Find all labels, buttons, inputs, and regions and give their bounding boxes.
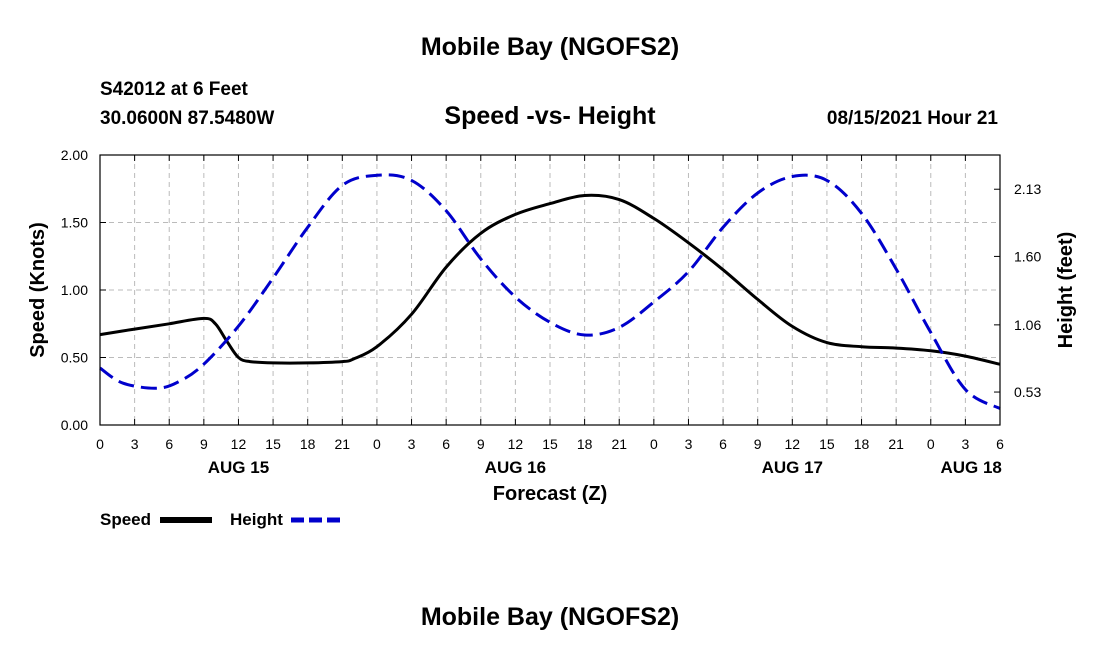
x-day-label: AUG 16 [485,458,546,477]
legend: Speed Height [100,510,343,529]
x-tick-label: 18 [577,436,593,452]
x-tick-label: 9 [200,436,208,452]
x-tick-label: 21 [888,436,904,452]
x-day-label: AUG 17 [762,458,823,477]
x-tick-label: 6 [996,436,1004,452]
footer-title: Mobile Bay (NGOFS2) [421,603,679,631]
y2-tick-label: 0.53 [1014,384,1041,400]
x-tick-label: 9 [477,436,485,452]
x-tick-label: 18 [854,436,870,452]
y-tick-label: 2.00 [61,147,88,163]
x-tick-label: 0 [96,436,104,452]
x-day-label: AUG 15 [208,458,269,477]
x-tick-label: 3 [131,436,139,452]
x-tick-label: 12 [785,436,801,452]
x-tick-label: 15 [542,436,558,452]
station-label: S42012 at 6 Feet [100,79,249,100]
y2-tick-label: 2.13 [1014,181,1041,197]
y-tick-label: 0.00 [61,417,88,433]
x-tick-label: 0 [650,436,658,452]
x-tick-label: 6 [165,436,173,452]
y2-tick-label: 1.60 [1014,248,1041,264]
y-tick-label: 0.50 [61,350,88,366]
y-axis-label: Speed (Knots) [27,222,49,358]
x-tick-label: 0 [373,436,381,452]
x-tick-label: 18 [300,436,316,452]
datetime-label: 08/15/2021 Hour 21 [827,108,999,129]
x-axis-label: Forecast (Z) [493,483,607,505]
x-tick-label: 12 [508,436,524,452]
x-tick-label: 15 [265,436,281,452]
x-tick-label: 0 [927,436,935,452]
grid [100,155,1000,425]
legend-label-height: Height [230,510,283,529]
x-tick-label: 3 [685,436,693,452]
x-tick-label: 21 [611,436,627,452]
y2-axis-label: Height (feet) [1055,232,1077,349]
x-tick-label: 6 [442,436,450,452]
x-tick-label: 9 [754,436,762,452]
x-tick-label: 3 [408,436,416,452]
x-tick-label: 6 [719,436,727,452]
x-day-label: AUG 18 [940,458,1001,477]
y-tick-label: 1.50 [61,215,88,231]
legend-label-speed: Speed [100,510,151,529]
x-tick-label: 3 [961,436,969,452]
x-tick-label: 21 [335,436,351,452]
main-title: Mobile Bay (NGOFS2) [421,33,679,61]
y-tick-label: 1.00 [61,282,88,298]
x-tick-label: 15 [819,436,835,452]
series-layer [99,173,1001,410]
ticks: 0 3 6 9 12 15 18 21 0 3 6 9 12 15 18 21 0 3 6 9 12 15 18 21 0 3 6 A… [61,147,1042,477]
chart-subtitle: Speed -vs- Height [444,102,656,130]
x-tick-label: 12 [231,436,247,452]
coords-label: 30.0600N 87.5480W [100,108,274,129]
series-line-height [99,173,1001,410]
y2-tick-label: 1.06 [1014,317,1041,333]
